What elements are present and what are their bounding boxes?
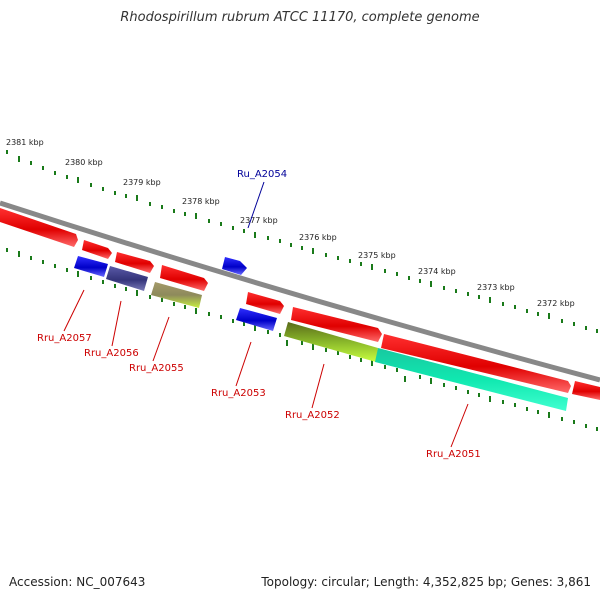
gene-label[interactable]: Rru_A2057 [37,333,92,344]
reverse-genes [74,256,568,411]
leader-line [247,181,265,229]
gene-arrow-rru-a2053[interactable] [236,308,277,331]
scale-label: 2373 kbp [477,283,515,292]
gene-label[interactable]: Rru_A2056 [84,348,139,359]
scale-label: 2375 kbp [358,251,396,260]
gene-label[interactable]: Rru_A2052 [285,410,340,421]
leader-line [311,363,325,409]
gene-arrow[interactable] [0,208,78,247]
gene-label[interactable]: Rru_A2053 [211,388,266,399]
leader-line [63,289,85,332]
leader-line [152,316,170,362]
gene-label[interactable]: Rru_A2055 [129,363,184,374]
gene-arrow-ru-a2054[interactable] [222,257,247,275]
gene-label[interactable]: Ru_A2054 [237,169,287,180]
gene-arrow[interactable] [291,307,382,342]
leader-line [450,403,469,448]
scale-label: 2380 kbp [65,158,103,167]
scale-label: 2378 kbp [182,197,220,206]
map-title: Rhodospirillum rubrum ATCC 11170, comple… [120,10,480,25]
gene-arrow-rru-a2056[interactable] [106,266,148,291]
scale-label: 2379 kbp [123,178,161,187]
scale-label: 2374 kbp [418,267,456,276]
gene-arrow[interactable] [82,240,112,259]
outer-scale-ticks [6,150,598,333]
gene-label[interactable]: Rru_A2051 [426,449,481,460]
leader-line [235,341,252,387]
leader-line [111,300,122,347]
gene-arrow[interactable] [115,252,154,273]
gene-arrow-rru-a2057[interactable] [74,256,108,277]
genome-summary-text: Topology: circular; Length: 4,352,825 bp… [261,575,591,589]
gene-arrow-rru-a2055[interactable] [151,282,202,308]
scale-label: 2376 kbp [299,233,337,242]
forward-genes [0,208,600,400]
gene-arrow-rru-a2051[interactable] [375,348,568,411]
scale-label: 2372 kbp [537,299,575,308]
scale-label: 2381 kbp [6,138,44,147]
accession-text: Accession: NC_007643 [9,575,146,589]
scale-labels: 2381 kbp 2380 kbp 2379 kbp 2378 kbp 2377… [6,138,575,308]
inner-scale-ticks [6,248,598,431]
genome-backbone [0,200,600,383]
gene-arrow-rru-a2052[interactable] [284,322,378,362]
gene-labels: Ru_A2054 Rru_A2057 Rru_A2056 Rru_A2055 R… [37,169,481,460]
leader-lines [63,181,469,448]
gene-arrow[interactable] [160,265,208,291]
gene-arrow[interactable] [246,292,284,314]
gene-arrow[interactable] [381,334,571,393]
gene-arrow[interactable] [572,381,600,400]
scale-label: 2377 kbp [240,216,278,225]
